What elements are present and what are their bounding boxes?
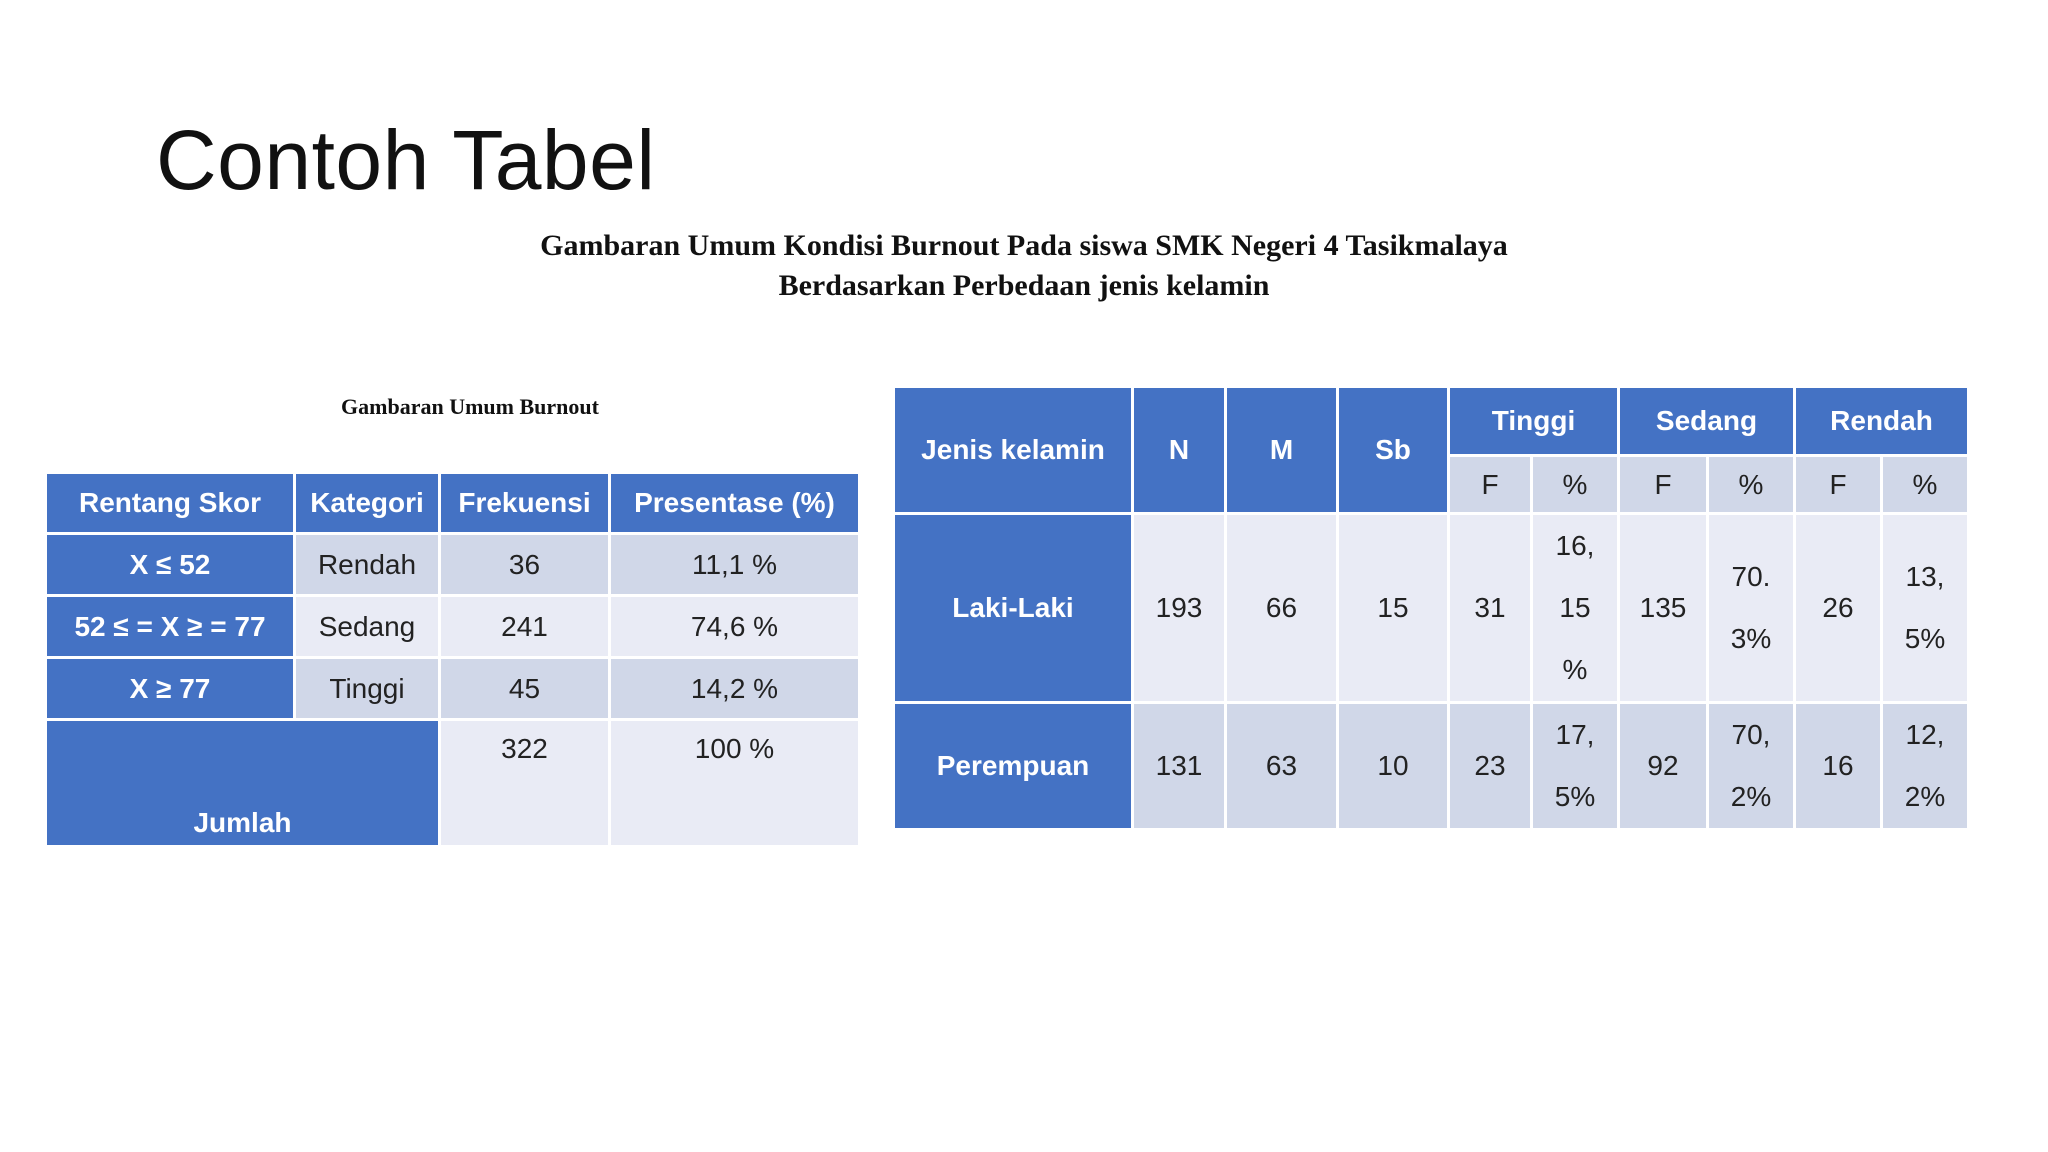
rendah-f-cell: 26: [1796, 515, 1880, 701]
subheader-f: F: [1450, 457, 1530, 512]
sedang-f-cell: 135: [1620, 515, 1706, 701]
table-row: Perempuan 131 63 10 23 17, 5% 92 70, 2% …: [895, 704, 1967, 828]
pct-line: 2%: [1730, 781, 1772, 812]
total-freq-cell: 322: [441, 721, 608, 845]
rendah-f-cell: 16: [1796, 704, 1880, 828]
tinggi-f-cell: 31: [1450, 515, 1530, 701]
pct-line: 3%: [1730, 623, 1772, 654]
pct-line: 12,: [1905, 719, 1945, 750]
sedang-pct-cell: 70. 3%: [1709, 515, 1793, 701]
sb-cell: 10: [1339, 704, 1447, 828]
subheader-pct: %: [1883, 457, 1967, 512]
pct-line: 5%: [1904, 623, 1946, 654]
pct-cell: 14,2 %: [611, 659, 858, 718]
sb-cell: 15: [1339, 515, 1447, 701]
gender-cell: Laki-Laki: [895, 515, 1131, 701]
header-presentase: Presentase (%): [611, 474, 858, 532]
left-table-caption: Gambaran Umum Burnout: [341, 394, 599, 419]
header-m: M: [1227, 388, 1336, 512]
pct-line: 15: [1559, 592, 1591, 623]
total-pct-cell: 100 %: [611, 721, 858, 845]
tinggi-f-cell: 23: [1450, 704, 1530, 828]
gender-cell: Perempuan: [895, 704, 1131, 828]
table-header-row: Jenis kelamin N M Sb Tinggi Sedang Renda…: [895, 388, 1967, 512]
header-kategori: Kategori: [296, 474, 438, 532]
category-cell: Tinggi: [296, 659, 438, 718]
table-row: X ≤ 52 Rendah 36 11,1 %: [47, 535, 858, 594]
tinggi-pct-cell: 17, 5%: [1533, 704, 1617, 828]
pct-line: 13,: [1905, 561, 1945, 592]
header-n: N: [1134, 388, 1224, 512]
range-cell: X ≤ 52: [47, 535, 293, 594]
header-rentang-skor: Rentang Skor: [47, 474, 293, 532]
table-subtitle: Gambaran Umum Kondisi Burnout Pada siswa…: [0, 226, 2048, 306]
m-cell: 66: [1227, 515, 1336, 701]
table-row: 52 ≤ = X ≥ = 77 Sedang 241 74,6 %: [47, 597, 858, 656]
table-total-row: Jumlah 322 100 %: [47, 721, 858, 845]
table-header-row: Rentang Skor Kategori Frekuensi Presenta…: [47, 474, 858, 532]
pct-line: 5%: [1554, 781, 1596, 812]
table-row: X ≥ 77 Tinggi 45 14,2 %: [47, 659, 858, 718]
freq-cell: 241: [441, 597, 608, 656]
pct-line: 16,: [1555, 530, 1595, 561]
tinggi-pct-cell: 16, 15 %: [1533, 515, 1617, 701]
category-cell: Sedang: [296, 597, 438, 656]
burnout-by-gender-table: Jenis kelamin N M Sb Tinggi Sedang Renda…: [892, 385, 1970, 831]
range-cell: X ≥ 77: [47, 659, 293, 718]
pct-line: 70,: [1731, 719, 1771, 750]
table-subheader-row: F % F % F %: [895, 457, 1967, 512]
rendah-pct-cell: 12, 2%: [1883, 704, 1967, 828]
pct-cell: 74,6 %: [611, 597, 858, 656]
range-cell: 52 ≤ = X ≥ = 77: [47, 597, 293, 656]
rendah-pct-cell: 13, 5%: [1883, 515, 1967, 701]
header-sb: Sb: [1339, 388, 1447, 512]
freq-cell: 45: [441, 659, 608, 718]
pct-cell: 11,1 %: [611, 535, 858, 594]
subheader-pct: %: [1533, 457, 1617, 512]
subheader-f: F: [1796, 457, 1880, 512]
sedang-pct-cell: 70, 2%: [1709, 704, 1793, 828]
header-rendah: Rendah: [1796, 388, 1967, 454]
n-cell: 193: [1134, 515, 1224, 701]
subheader-pct: %: [1709, 457, 1793, 512]
subtitle-line-1: Gambaran Umum Kondisi Burnout Pada siswa…: [540, 229, 1508, 262]
pct-line: 17,: [1555, 719, 1595, 750]
slide-title: Contoh Tabel: [156, 113, 656, 207]
category-cell: Rendah: [296, 535, 438, 594]
freq-cell: 36: [441, 535, 608, 594]
pct-line: 2%: [1904, 781, 1946, 812]
n-cell: 131: [1134, 704, 1224, 828]
total-label-cell: Jumlah: [47, 721, 438, 845]
header-tinggi: Tinggi: [1450, 388, 1617, 454]
header-frekuensi: Frekuensi: [441, 474, 608, 532]
header-jenis-kelamin: Jenis kelamin: [895, 388, 1131, 512]
pct-line: 70.: [1731, 561, 1771, 592]
table-row: Laki-Laki 193 66 15 31 16, 15 % 135 70. …: [895, 515, 1967, 701]
pct-line: %: [1562, 654, 1588, 685]
header-sedang: Sedang: [1620, 388, 1793, 454]
subtitle-line-2: Berdasarkan Perbedaan jenis kelamin: [778, 269, 1270, 302]
sedang-f-cell: 92: [1620, 704, 1706, 828]
subheader-f: F: [1620, 457, 1706, 512]
m-cell: 63: [1227, 704, 1336, 828]
burnout-overview-table: Rentang Skor Kategori Frekuensi Presenta…: [44, 471, 861, 848]
